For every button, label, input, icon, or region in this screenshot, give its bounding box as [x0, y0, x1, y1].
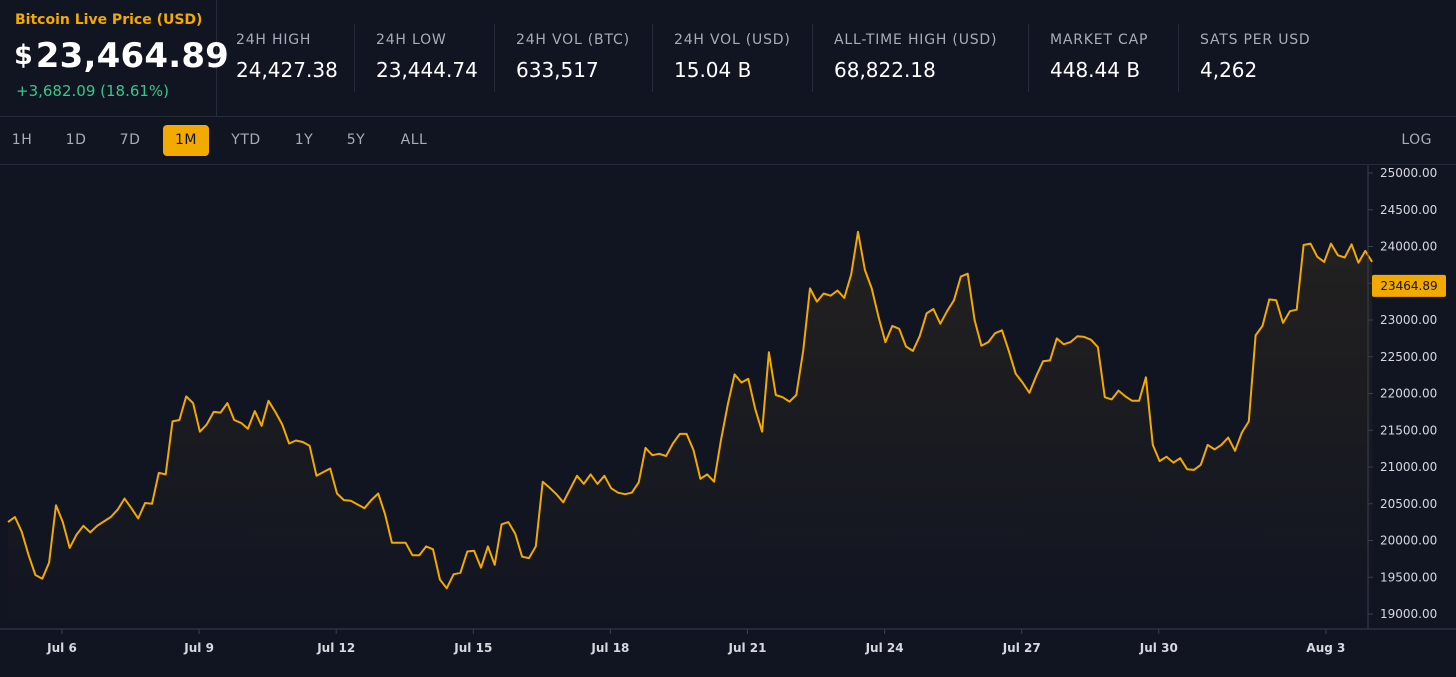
stat-value: 15.04 B [674, 58, 752, 82]
stat-value: 24,427.38 [236, 58, 338, 82]
stat-label: SATS PER USD [1200, 32, 1311, 48]
price-change: +3,682.09 (18.61%) [16, 82, 170, 100]
range-1h-button[interactable]: 1H [11, 132, 33, 148]
y-tick-label: 22500.00 [1380, 350, 1437, 364]
stat-24h-vol-usd: 24H VOL (USD) 15.04 B [654, 0, 812, 116]
range-7d-button[interactable]: 7D [119, 132, 141, 148]
x-tick-label: Jul 6 [46, 641, 77, 655]
x-tick-label: Aug 3 [1306, 641, 1345, 655]
current-price-label: 23464.89 [1380, 279, 1437, 293]
stat-label: MARKET CAP [1050, 32, 1149, 48]
y-tick-label: 24500.00 [1380, 203, 1437, 217]
y-tick-label: 19000.00 [1380, 607, 1437, 621]
stat-24h-low: 24H LOW 23,444.74 [356, 0, 494, 116]
x-tick-label: Jul 24 [865, 641, 904, 655]
range-all-button[interactable]: ALL [400, 132, 428, 148]
stat-sats-per-usd: SATS PER USD 4,262 [1180, 0, 1340, 116]
live-price-block: Bitcoin Live Price (USD) $23,464.89 +3,6… [0, 0, 229, 116]
stat-label: 24H LOW [376, 32, 447, 48]
stat-all-time-high: ALL-TIME HIGH (USD) 68,822.18 [814, 0, 1028, 116]
stat-label: 24H VOL (USD) [674, 32, 791, 48]
price-title: Bitcoin Live Price (USD) [15, 12, 203, 28]
stat-24h-high: 24H HIGH 24,427.38 [216, 0, 354, 116]
price-header: Bitcoin Live Price (USD) $23,464.89 +3,6… [0, 0, 1456, 117]
stat-label: 24H HIGH [236, 32, 312, 48]
range-1m-button[interactable]: 1M [163, 125, 209, 156]
price-line-series [7, 230, 1373, 590]
stat-label: 24H VOL (BTC) [516, 32, 630, 48]
y-tick-label: 23000.00 [1380, 313, 1437, 327]
stat-value: 448.44 B [1050, 58, 1141, 82]
log-scale-toggle[interactable]: LOG [1401, 132, 1432, 148]
stat-market-cap: MARKET CAP 448.44 B [1030, 0, 1178, 116]
stat-value: 4,262 [1200, 58, 1258, 82]
stat-divider [494, 24, 495, 92]
stat-divider [652, 24, 653, 92]
x-tick-label: Jul 9 [183, 641, 214, 655]
y-tick-label: 19500.00 [1380, 570, 1437, 584]
range-ytd-button[interactable]: YTD [231, 132, 261, 148]
time-range-toolbar: 1H 1D 7D 1M YTD 1Y 5Y ALL LOG [0, 116, 1456, 165]
range-5y-button[interactable]: 5Y [346, 132, 366, 148]
y-tick-label: 25000.00 [1380, 166, 1437, 180]
stat-divider [1028, 24, 1029, 92]
x-tick-label: Jul 27 [1002, 641, 1041, 655]
y-tick-label: 24000.00 [1380, 240, 1437, 254]
y-tick-label: 21000.00 [1380, 460, 1437, 474]
y-tick-label: 20500.00 [1380, 497, 1437, 511]
y-tick-label: 22000.00 [1380, 387, 1437, 401]
range-1d-button[interactable]: 1D [65, 132, 87, 148]
x-tick-label: Jul 15 [453, 641, 492, 655]
stat-divider [1178, 24, 1179, 92]
stat-divider [812, 24, 813, 92]
currency-symbol: $ [14, 40, 33, 71]
stat-value: 68,822.18 [834, 58, 936, 82]
stat-24h-vol-btc: 24H VOL (BTC) 633,517 [496, 0, 652, 116]
y-tick-label: 21500.00 [1380, 423, 1437, 437]
current-price-marker [1372, 274, 1446, 297]
range-1y-button[interactable]: 1Y [294, 132, 314, 148]
current-price: $23,464.89 [14, 36, 229, 76]
x-tick-label: Jul 18 [590, 641, 629, 655]
y-tick-label: 20000.00 [1380, 534, 1437, 548]
x-tick-label: Jul 30 [1139, 641, 1178, 655]
stat-label: ALL-TIME HIGH (USD) [834, 32, 998, 48]
price-area-fill [8, 231, 1373, 630]
x-tick-label: Jul 21 [728, 641, 767, 655]
price-amount: 23,464.89 [35, 36, 230, 76]
stat-value: 23,444.74 [376, 58, 478, 82]
stat-value: 633,517 [516, 58, 599, 82]
x-tick-label: Jul 12 [316, 641, 355, 655]
stat-divider [354, 24, 355, 92]
price-chart[interactable]: 25000.0024500.0024000.0023500.0023000.00… [0, 165, 1456, 677]
